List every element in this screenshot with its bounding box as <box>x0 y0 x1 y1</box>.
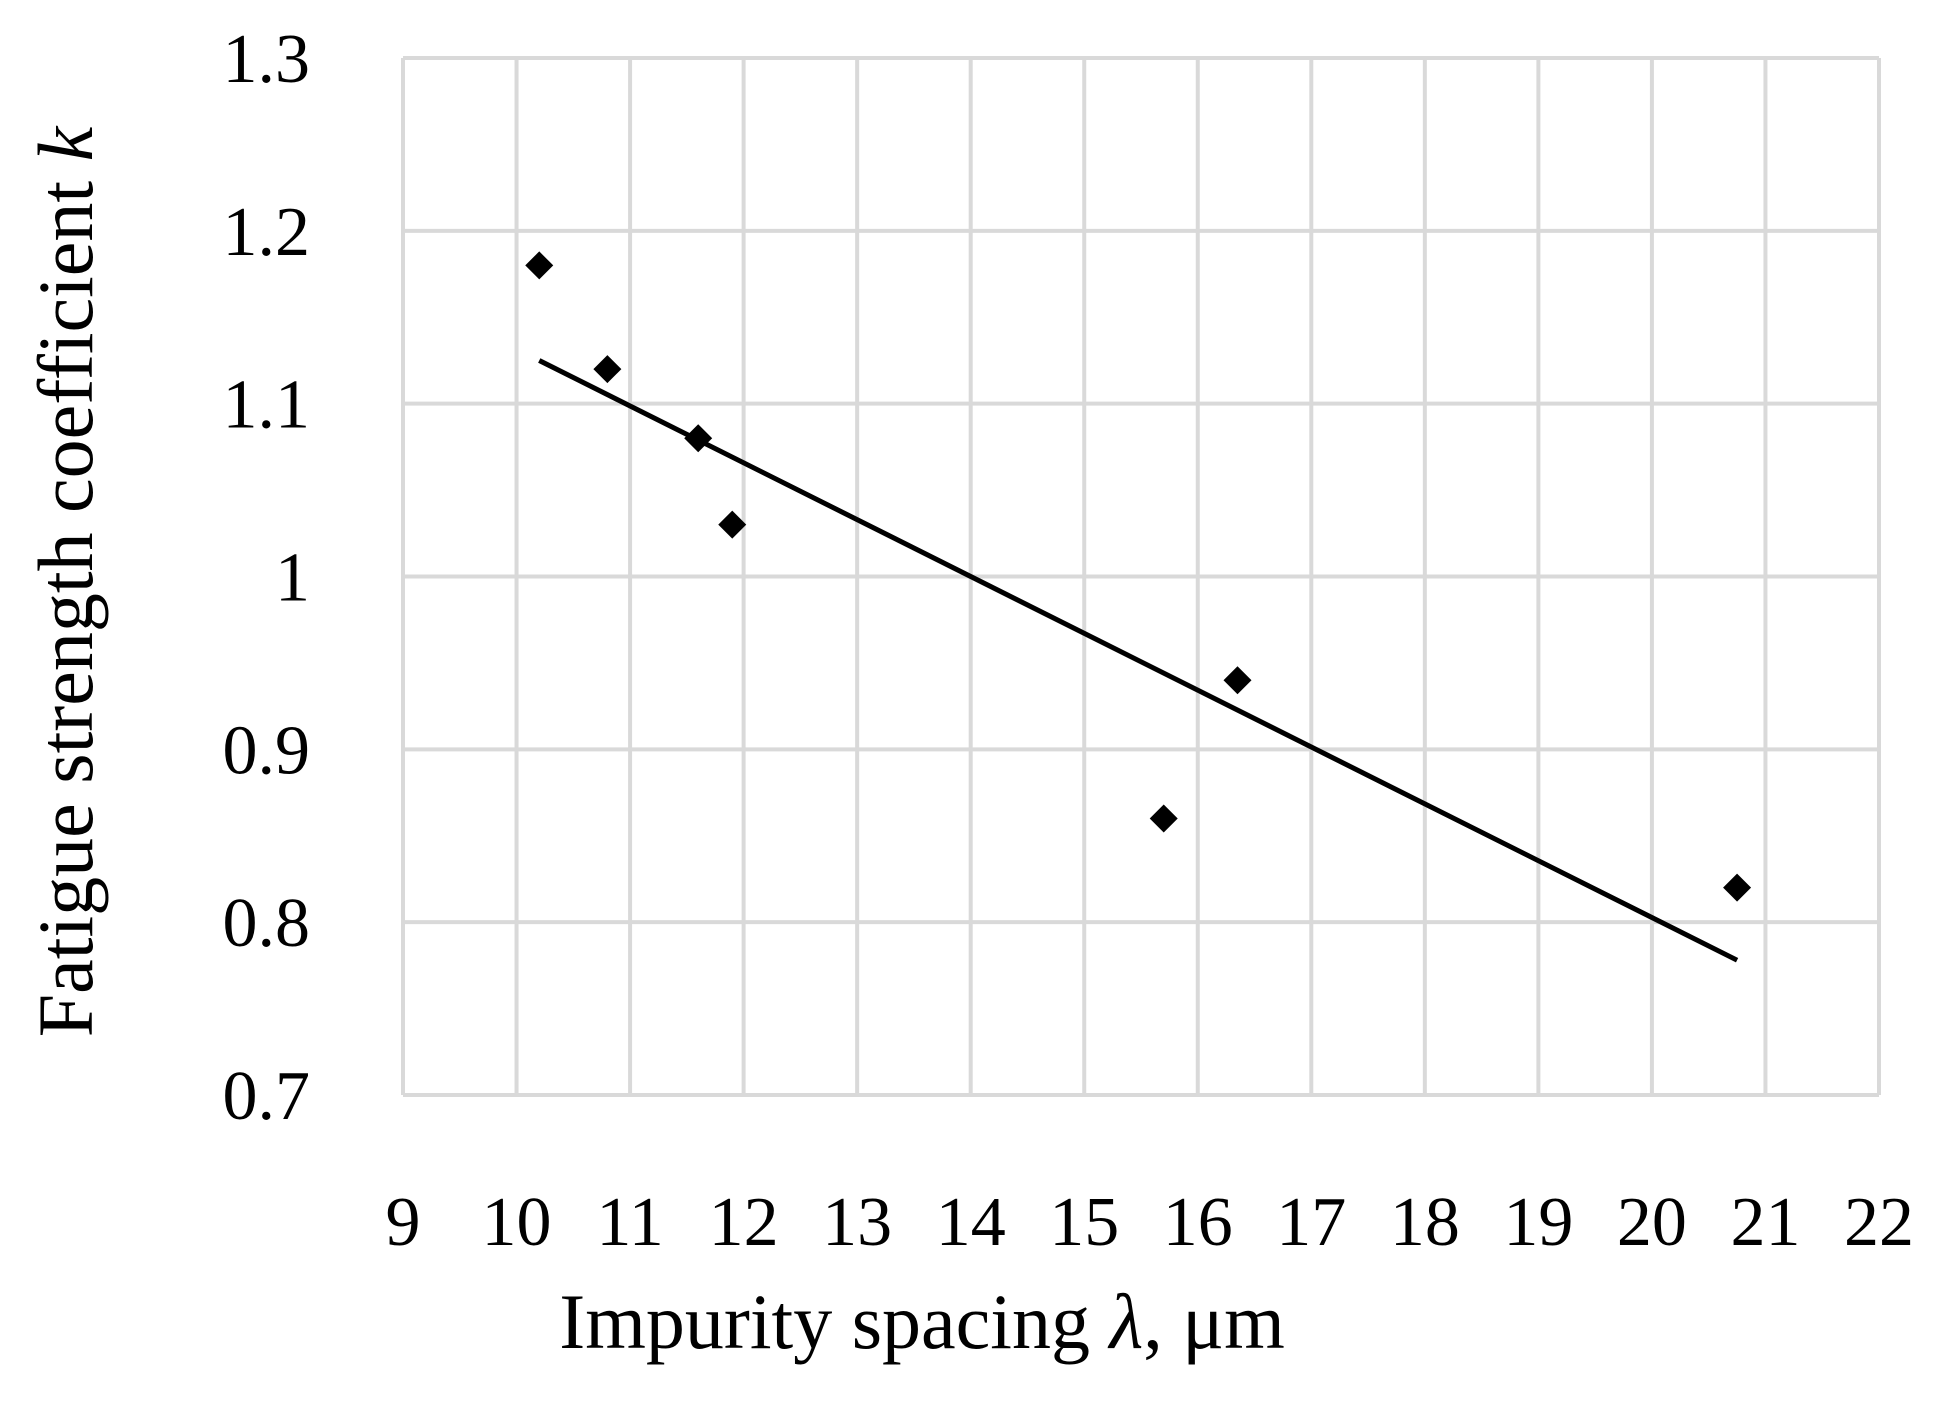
y-axis-title-symbol: k <box>22 125 109 161</box>
y-tick-label: 1.2 <box>223 194 311 271</box>
x-tick-label: 22 <box>1844 1184 1914 1261</box>
y-tick-label: 1.1 <box>223 367 311 444</box>
x-axis-title-text: Impurity spacing <box>559 1278 1109 1365</box>
x-axis-title-unit: , μm <box>1143 1278 1285 1365</box>
x-tick-label: 19 <box>1503 1184 1573 1261</box>
y-tick-label: 1.3 <box>223 21 311 98</box>
trendline <box>538 358 1739 963</box>
gridlines <box>401 56 1881 1097</box>
x-tick-label: 9 <box>386 1184 421 1261</box>
data-point <box>684 424 713 453</box>
data-point <box>593 355 622 384</box>
x-axis-title: Impurity spacing λ, μm <box>559 1278 1285 1365</box>
x-tick-label: 11 <box>596 1184 663 1261</box>
x-tick-label: 10 <box>482 1184 552 1261</box>
y-tick-label: 0.9 <box>223 712 311 789</box>
x-tick-label: 13 <box>822 1184 892 1261</box>
x-tick-label: 18 <box>1390 1184 1460 1261</box>
data-point <box>1149 804 1178 833</box>
x-tick-label: 21 <box>1730 1184 1800 1261</box>
x-tick-label: 14 <box>936 1184 1006 1261</box>
data-point <box>1723 873 1752 902</box>
data-point <box>1223 666 1252 695</box>
x-tick-label: 20 <box>1617 1184 1687 1261</box>
data-point <box>525 251 554 280</box>
x-axis-tick-labels: 9 10 11 12 13 14 15 16 17 18 19 20 21 22 <box>386 1184 1915 1261</box>
x-tick-label: 16 <box>1163 1184 1233 1261</box>
y-axis-tick-labels: 0.7 0.8 0.9 1 1.1 1.2 1.3 <box>223 21 311 1135</box>
y-tick-label: 0.7 <box>223 1058 311 1135</box>
y-tick-label: 1 <box>275 540 310 617</box>
x-axis-title-symbol: λ <box>1107 1278 1143 1365</box>
y-tick-label: 0.8 <box>223 885 311 962</box>
x-tick-label: 15 <box>1049 1184 1119 1261</box>
y-axis-title-text: Fatigue strength coefficient <box>22 161 109 1037</box>
x-tick-label: 12 <box>709 1184 779 1261</box>
data-points <box>525 251 1752 902</box>
x-tick-label: 17 <box>1276 1184 1346 1261</box>
data-point <box>718 510 747 539</box>
trendline-layer <box>538 358 1739 963</box>
y-axis-title: Fatigue strength coefficient k <box>22 125 109 1037</box>
